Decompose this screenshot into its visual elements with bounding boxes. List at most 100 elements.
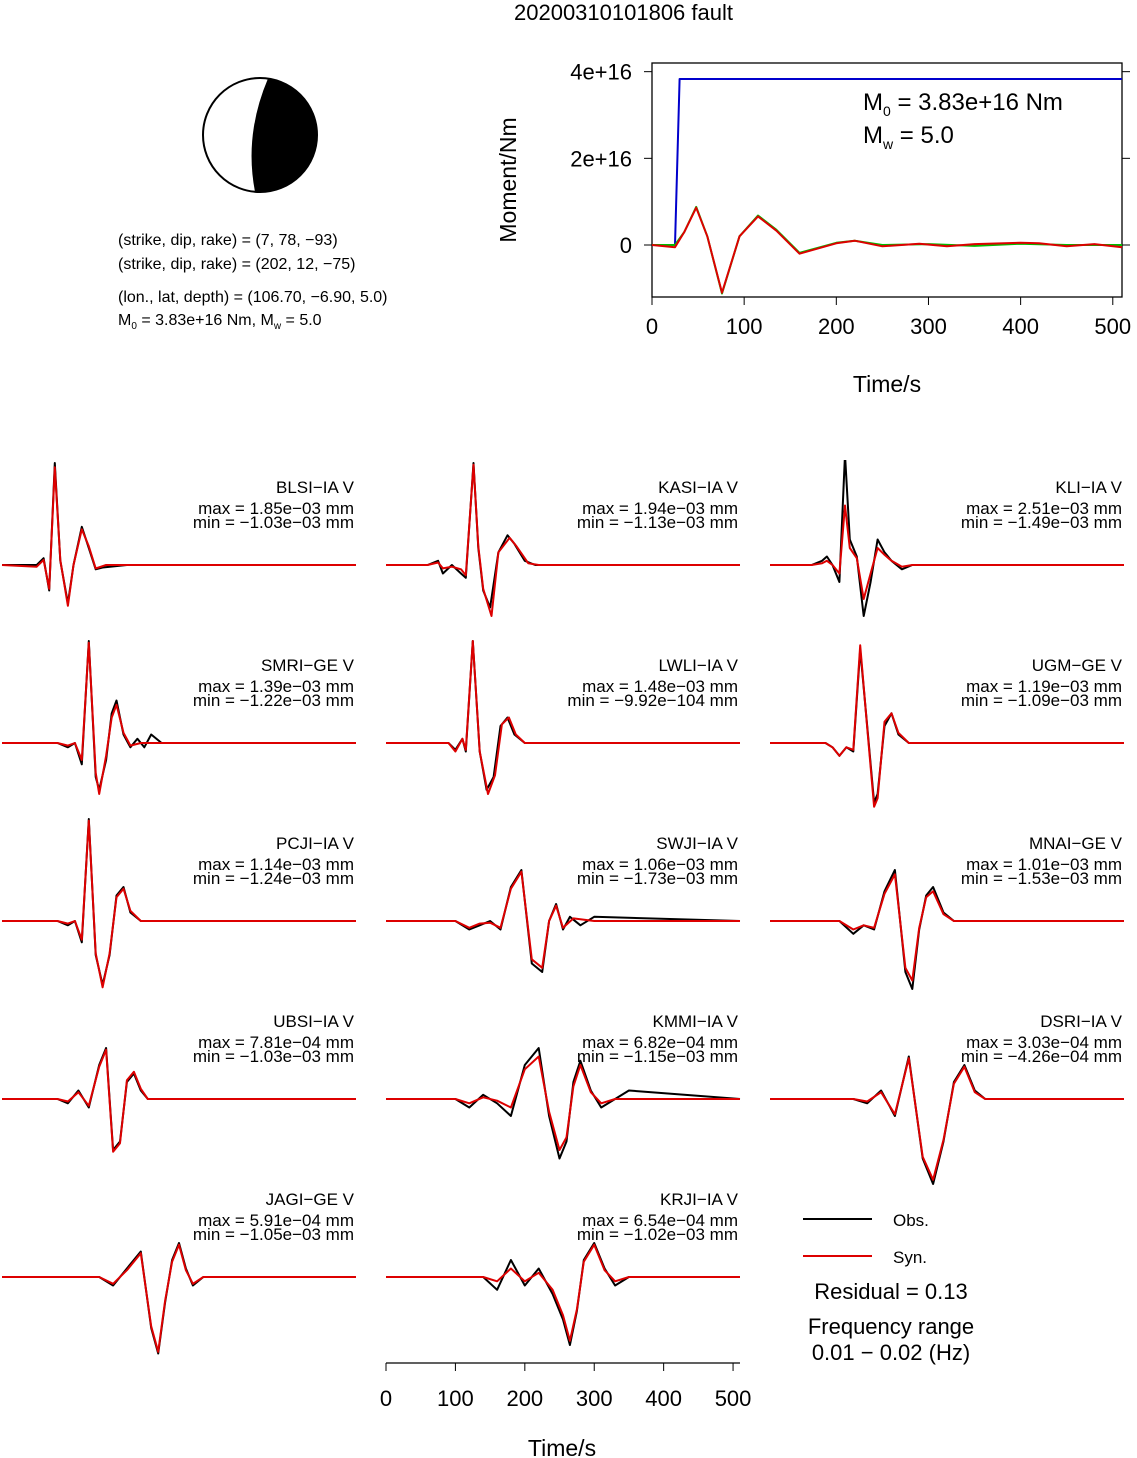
moment-mw-annotation: Mw = 5.0 — [863, 122, 954, 152]
synthetic-waveform — [386, 463, 740, 617]
station-min: min = −1.05e−03 mm — [193, 1225, 354, 1244]
observed-waveform — [386, 1047, 741, 1160]
station-min: min = −1.15e−03 mm — [577, 1047, 738, 1066]
synthetic-waveform — [770, 1057, 1124, 1181]
station-name: JAGI−GE V — [266, 1190, 355, 1209]
synthetic-waveform — [386, 1055, 740, 1151]
legend-syn-label: Syn. — [893, 1248, 927, 1267]
beachball-compressional-lobe — [251, 78, 317, 192]
moment-ytick-label: 2e+16 — [570, 146, 632, 171]
synthetic-waveform — [386, 870, 740, 969]
station-min: min = −1.13e−03 mm — [577, 513, 738, 532]
observed-waveform — [770, 869, 1124, 990]
station-min: min = −4.26e−04 mm — [961, 1047, 1122, 1066]
station-min: min = −9.92e−104 mm — [567, 691, 738, 710]
synthetic-waveform — [2, 1243, 356, 1353]
station-min: min = −1.22e−03 mm — [193, 691, 354, 710]
station-min: min = −1.03e−03 mm — [193, 1047, 354, 1066]
station-min: min = −1.03e−03 mm — [193, 513, 354, 532]
station-name: UGM−GE V — [1032, 656, 1123, 675]
time-axis-label: Time/s — [528, 1435, 596, 1458]
moment-xtick-label: 500 — [1094, 314, 1131, 339]
station-min: min = −1.49e−03 mm — [961, 513, 1122, 532]
station-min: min = −1.73e−03 mm — [577, 869, 738, 888]
moment-xtick-label: 0 — [646, 314, 658, 339]
time-axis-tick-label: 300 — [576, 1386, 613, 1411]
station-name: KLI−IA V — [1055, 478, 1122, 497]
synthetic-waveform — [2, 819, 356, 989]
station-max: max = 6.82e−04 mm — [582, 1033, 738, 1052]
station-name: KMMI−IA V — [653, 1012, 739, 1031]
station-max: max = 7.81e−04 mm — [198, 1033, 354, 1052]
station-max: max = 1.01e−03 mm — [966, 855, 1122, 874]
moment-xlabel: Time/s — [853, 371, 921, 397]
station-max: max = 1.48e−03 mm — [582, 677, 738, 696]
frequency-range-label: Frequency range — [808, 1314, 974, 1339]
station-min: min = −1.02e−03 mm — [577, 1225, 738, 1244]
synthetic-waveform — [770, 504, 1124, 600]
synthetic-waveform — [2, 1048, 356, 1153]
station-name: UBSI−IA V — [273, 1012, 354, 1031]
info-plane2: (strike, dip, rake) = (202, 12, −75) — [118, 256, 356, 273]
station-name: SMRI−GE V — [261, 656, 355, 675]
station-max: max = 1.06e−03 mm — [582, 855, 738, 874]
station-name: LWLI−IA V — [658, 656, 738, 675]
station-max: max = 1.19e−03 mm — [966, 677, 1122, 696]
time-axis-tick-label: 500 — [715, 1386, 752, 1411]
station-max: max = 1.39e−03 mm — [198, 677, 354, 696]
legend-obs-label: Obs. — [893, 1211, 929, 1230]
station-max: max = 1.94e−03 mm — [582, 499, 738, 518]
moment-rate-chart: 0 100 200 300 400 500 0 2e+16 4e+16 Time/s Moment/… — [495, 60, 1131, 397]
synthetic-waveform — [386, 640, 740, 795]
observed-waveform — [2, 1242, 356, 1355]
synthetic-waveform — [770, 644, 1124, 808]
synthetic-waveform — [1, 466, 356, 607]
info-plane1: (strike, dip, rake) = (7, 78, −93) — [118, 232, 338, 249]
figure-title: 20200310101806 fault — [514, 0, 733, 25]
time-axis-tick-label: 100 — [437, 1386, 474, 1411]
station-max: max = 1.85e−03 mm — [198, 499, 354, 518]
station-max: max = 6.54e−04 mm — [582, 1211, 738, 1230]
station-name: PCJI−IA V — [276, 834, 355, 853]
station-name: SWJI−IA V — [656, 834, 738, 853]
moment-rate-syn-line — [651, 206, 1123, 294]
time-axis-tick-label: 200 — [506, 1386, 543, 1411]
frequency-range-value: 0.01 − 0.02 (Hz) — [812, 1340, 970, 1365]
station-name: BLSI−IA V — [276, 478, 355, 497]
moment-xtick-label: 400 — [1002, 314, 1039, 339]
synthetic-waveform — [386, 1243, 740, 1342]
station-min: min = −1.09e−03 mm — [961, 691, 1122, 710]
station-min: min = −1.24e−03 mm — [193, 869, 354, 888]
station-name: KASI−IA V — [658, 478, 739, 497]
moment-ytick-label: 4e+16 — [570, 60, 632, 85]
moment-plot-frame — [651, 62, 1123, 298]
beachball-focal-mechanism — [202, 77, 318, 193]
synthetic-waveform — [2, 641, 356, 795]
moment-ytick-label: 0 — [620, 233, 632, 258]
station-name: KRJI−IA V — [660, 1190, 739, 1209]
station-max: max = 1.14e−03 mm — [198, 855, 354, 874]
station-name: MNAI−GE V — [1029, 834, 1123, 853]
time-axis-tick-label: 400 — [645, 1386, 682, 1411]
synthetic-waveform — [770, 873, 1124, 982]
station-min: min = −1.53e−03 mm — [961, 869, 1122, 888]
station-name: DSRI−IA V — [1040, 1012, 1122, 1031]
station-max: max = 5.91e−04 mm — [198, 1211, 354, 1230]
moment-rate-obs-line — [652, 205, 1122, 295]
info-moment: M0 = 3.83e+16 Nm, Mw = 5.0 — [118, 312, 322, 333]
residual-text: Residual = 0.13 — [814, 1279, 968, 1304]
